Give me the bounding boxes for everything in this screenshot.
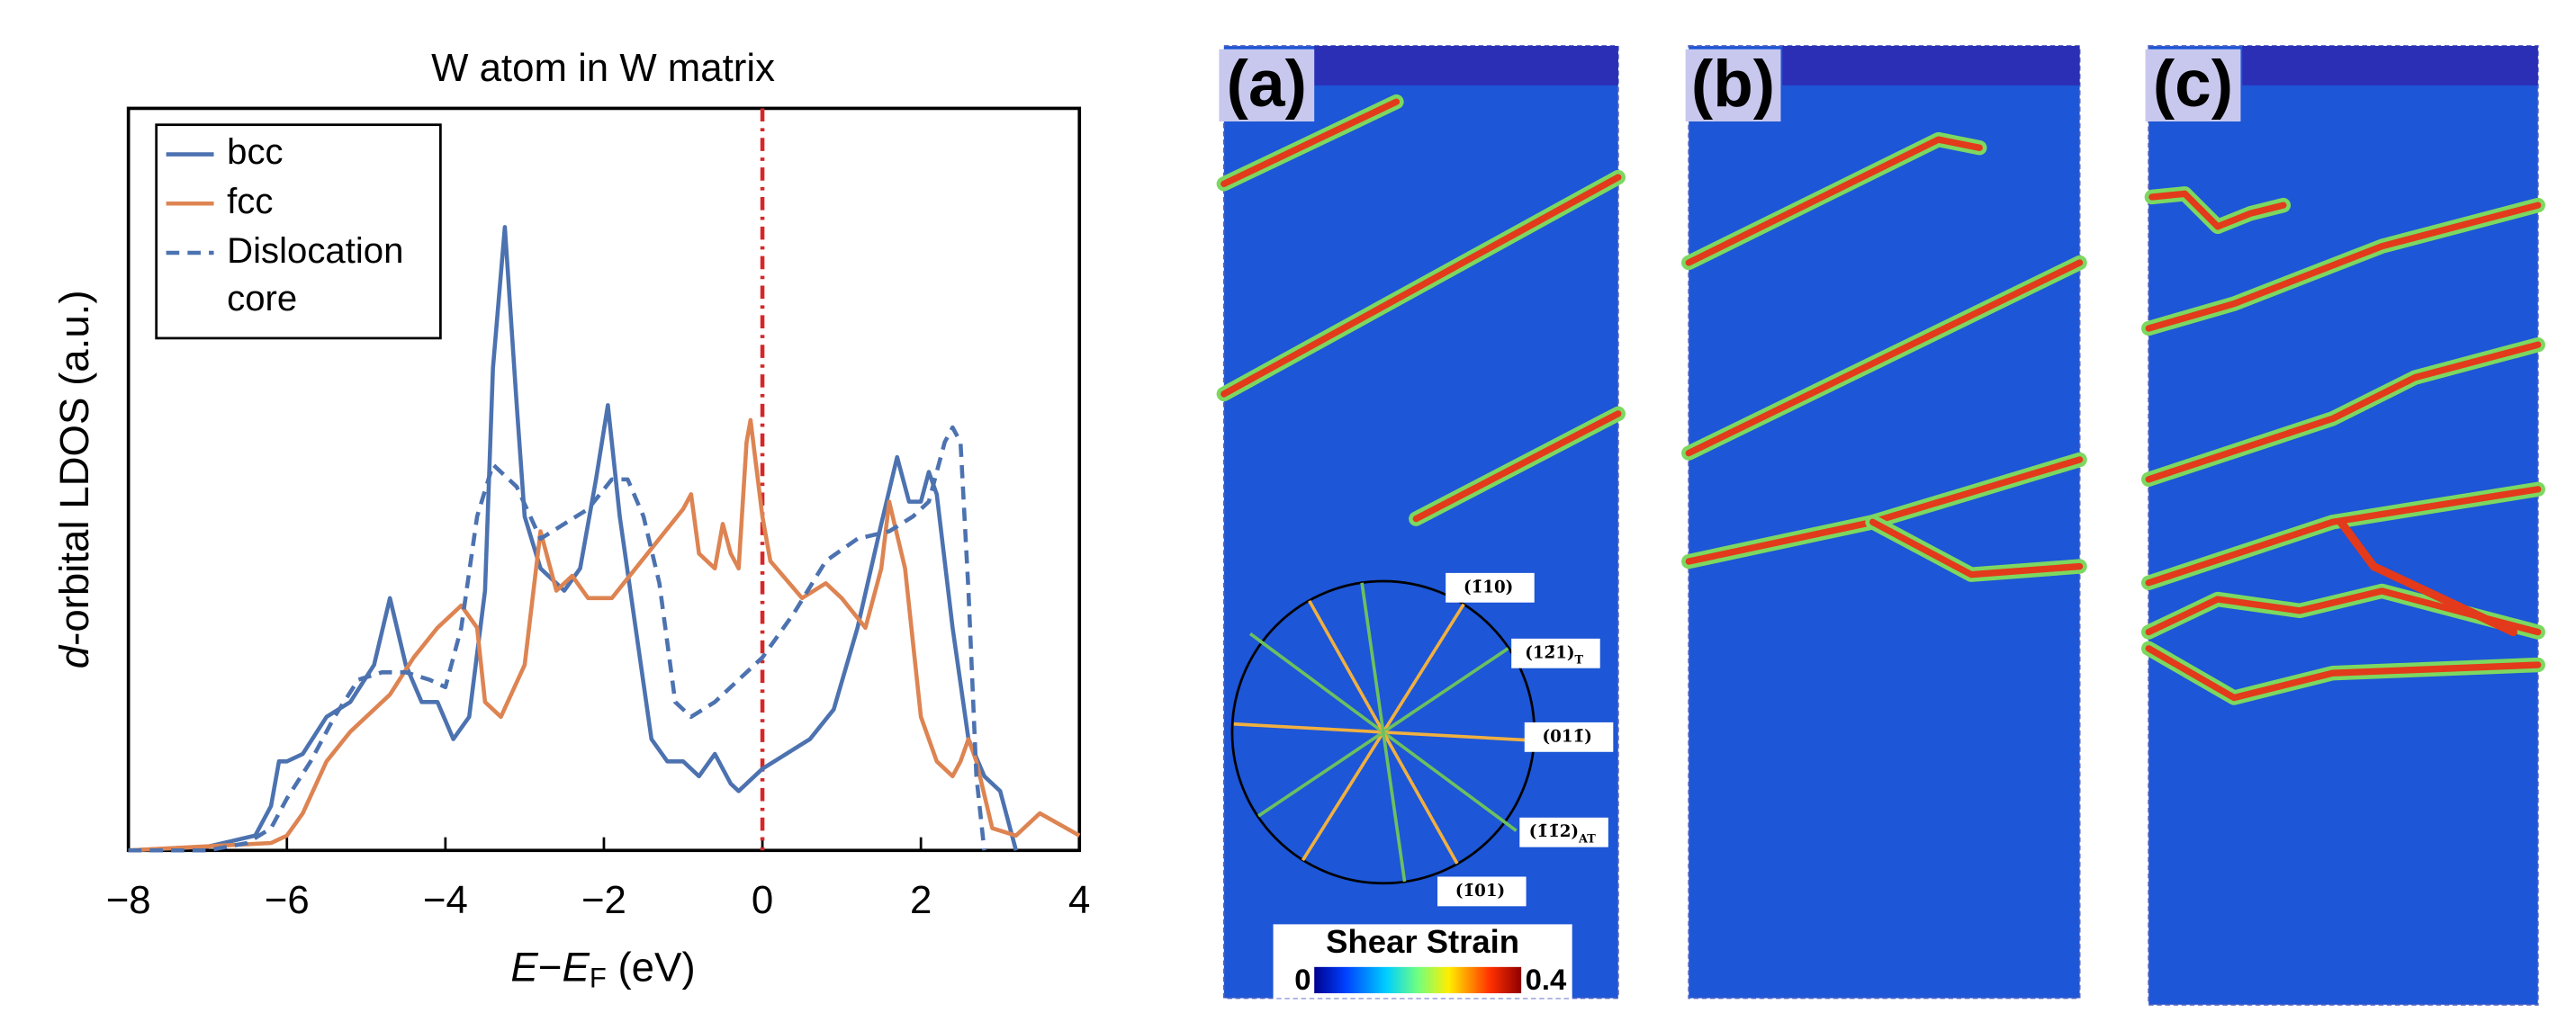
plane-subscript: AT bbox=[1578, 832, 1596, 846]
x-tick-label: 0 bbox=[752, 878, 773, 922]
plane-label-bg bbox=[1437, 876, 1527, 907]
x-tick-label: 4 bbox=[1068, 878, 1090, 922]
plane-label-bg bbox=[1519, 817, 1608, 847]
plane-index: (12̄1) bbox=[1525, 643, 1574, 662]
x-axis-label: E−EF (eV) bbox=[510, 945, 695, 994]
panel-top bbox=[1782, 46, 2080, 85]
legend-label: Dislocation core bbox=[227, 230, 413, 318]
plane-index: (1̄10) bbox=[1464, 578, 1513, 596]
panel-top bbox=[1314, 46, 1618, 85]
plane-label: (1̄01) bbox=[1455, 882, 1505, 901]
colorbar-min: 0 bbox=[1294, 963, 1311, 996]
plane-subscript: T bbox=[1575, 653, 1584, 667]
x-tick-label: 2 bbox=[910, 878, 932, 922]
colorbar-title: Shear Strain bbox=[1326, 923, 1519, 960]
slip-lines bbox=[2141, 186, 2545, 705]
label-box bbox=[1219, 49, 1315, 122]
y-axis-label: d-orbital LDOS (a.u.) bbox=[51, 290, 97, 668]
x-tick-label: −4 bbox=[423, 878, 468, 922]
series-line bbox=[128, 417, 1081, 853]
x-tick-label: −8 bbox=[106, 878, 151, 922]
plane-index: (011̄) bbox=[1543, 727, 1592, 746]
panel-label: (b) bbox=[1691, 48, 1775, 121]
plane-label-bg bbox=[1446, 572, 1535, 603]
panel-c: (c) bbox=[2141, 45, 2545, 1006]
slip-lines bbox=[1216, 94, 1626, 526]
chart-title: W atom in W matrix bbox=[431, 46, 775, 90]
panel-label: (c) bbox=[2153, 48, 2233, 121]
plane-label: (011̄) bbox=[1543, 727, 1592, 746]
panels: (a) (1̄10) (12̄1)T (011̄) (1̄1̄2)AT (1̄01) S… bbox=[1216, 45, 2545, 1006]
plane-label-bg bbox=[1524, 722, 1614, 752]
plane-index: (1̄1̄2) bbox=[1529, 822, 1579, 841]
panel-label: (a) bbox=[1227, 48, 1307, 121]
plane-label-bg bbox=[1511, 638, 1600, 668]
legend-box bbox=[155, 123, 442, 340]
inset-rays bbox=[1233, 582, 1534, 883]
legend-label: bcc bbox=[227, 131, 283, 172]
plane-label: (12̄1)T bbox=[1525, 643, 1583, 667]
colorbar-max: 0.4 bbox=[1526, 963, 1567, 996]
panel-a: (a) (1̄10) (12̄1)T (011̄) (1̄1̄2)AT (1̄01) S… bbox=[1216, 45, 1626, 1000]
slip-lines bbox=[1681, 131, 2087, 582]
plane-label: (1̄1̄2)AT bbox=[1529, 822, 1597, 846]
colorbar bbox=[1314, 966, 1522, 994]
plane-index: (1̄01) bbox=[1455, 882, 1505, 901]
legend-label: fcc bbox=[227, 181, 273, 221]
x-tick-label: −6 bbox=[265, 878, 310, 922]
label-box bbox=[1685, 49, 1781, 122]
label-box bbox=[2145, 49, 2241, 122]
panel-b: (b) bbox=[1681, 45, 2087, 1000]
panel-top bbox=[2242, 46, 2538, 85]
x-tick-label: −2 bbox=[581, 878, 626, 922]
plane-label: (1̄10) bbox=[1464, 578, 1513, 596]
